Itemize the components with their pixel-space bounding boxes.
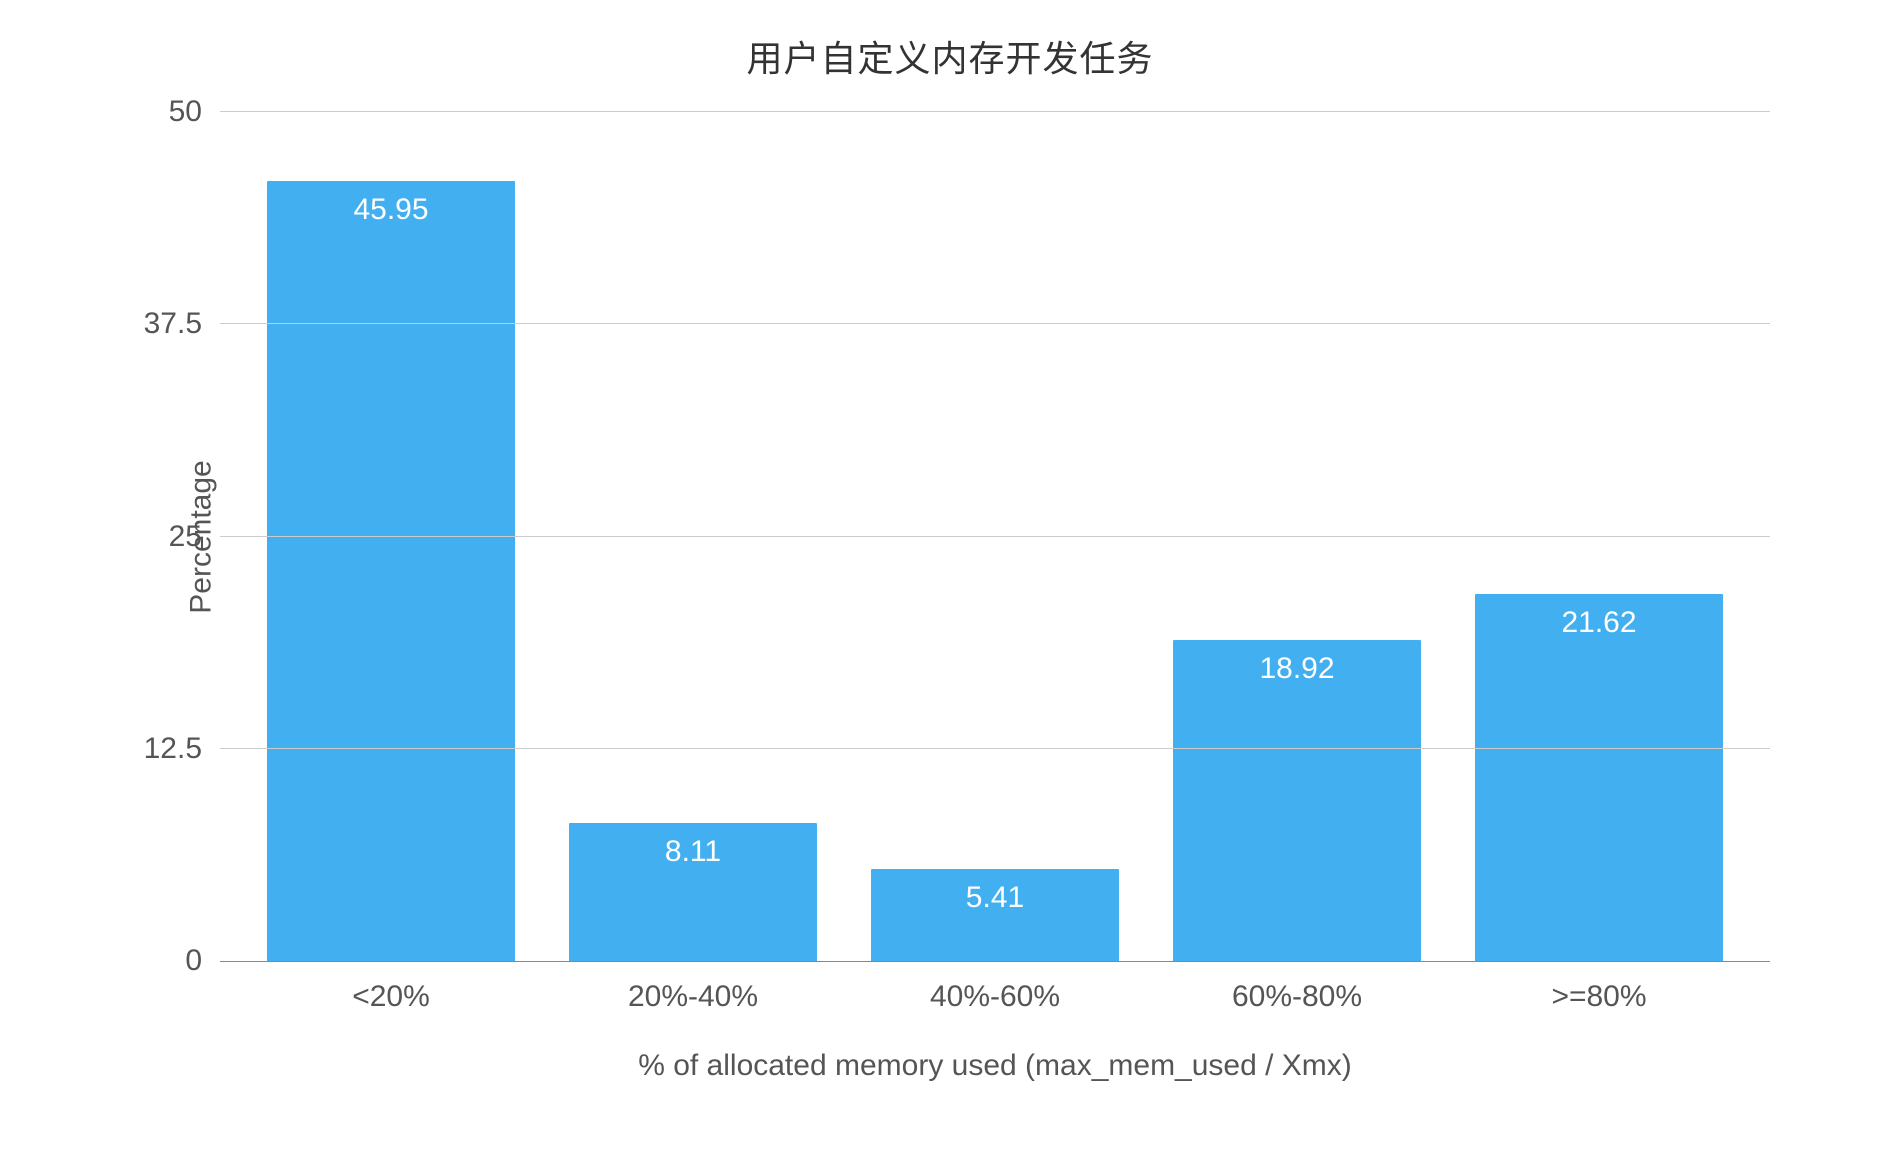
- bar-slot: 18.92: [1146, 112, 1448, 961]
- plot-area: 45.958.115.4118.9221.62 012.52537.550: [220, 112, 1770, 962]
- x-tick-label: >=80%: [1448, 980, 1750, 1014]
- bar-slot: 5.41: [844, 112, 1146, 961]
- x-tick-label: <20%: [240, 980, 542, 1014]
- bar: 21.62: [1475, 594, 1723, 961]
- bar-value-label: 5.41: [966, 881, 1024, 915]
- x-tick-label: 40%-60%: [844, 980, 1146, 1014]
- bar-value-label: 45.95: [353, 193, 428, 227]
- bars-container: 45.95 8.11 5.41 18.92 21.62: [220, 112, 1770, 961]
- y-tick-label: 50: [169, 95, 220, 129]
- bar-value-label: 8.11: [665, 835, 721, 869]
- plot-wrapper: Percentage 45.958.115.4118.9221.62 012.5…: [220, 112, 1770, 962]
- x-tick-label: 60%-80%: [1146, 980, 1448, 1014]
- bar-value-label: 21.62: [1561, 606, 1636, 640]
- grid-line: [220, 536, 1770, 537]
- bar: 45.95: [267, 181, 515, 961]
- bar: 18.92: [1173, 640, 1421, 961]
- bar-slot: 45.95: [240, 112, 542, 961]
- bar: 8.11: [569, 823, 817, 961]
- y-tick-label: 25: [169, 520, 220, 554]
- grid-line: [220, 748, 1770, 749]
- grid-line: [220, 323, 1770, 324]
- bar: 5.41: [871, 869, 1119, 961]
- y-tick-label: 12.5: [144, 732, 220, 766]
- bar-slot: 21.62: [1448, 112, 1750, 961]
- grid-line: [220, 111, 1770, 112]
- bar-slot: 8.11: [542, 112, 844, 961]
- bar-value-label: 18.92: [1259, 652, 1334, 686]
- x-axis-tick-labels: <20%20%-40%40%-60%60%-80%>=80%: [220, 962, 1770, 1014]
- x-tick-label: 20%-40%: [542, 980, 844, 1014]
- y-tick-label: 0: [185, 944, 220, 978]
- chart-container: 用户自定义内存开发任务 Percentage 45.958.115.4118.9…: [90, 20, 1810, 1120]
- chart-title: 用户自定义内存开发任务: [90, 30, 1810, 82]
- x-axis-label: % of allocated memory used (max_mem_used…: [220, 1049, 1770, 1083]
- y-tick-label: 37.5: [144, 307, 220, 341]
